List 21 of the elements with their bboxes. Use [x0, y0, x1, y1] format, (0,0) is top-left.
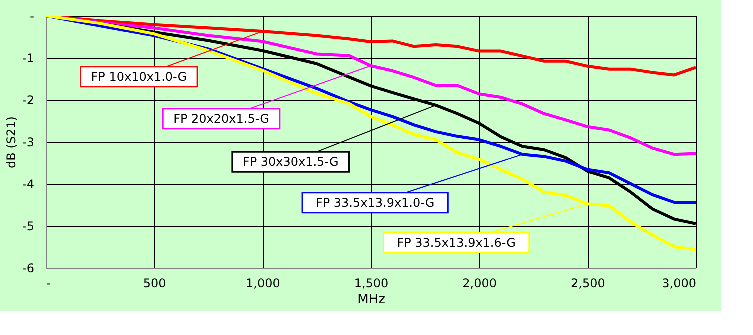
x-tick-label: 2,000: [462, 276, 498, 290]
y-tick-label: -5: [22, 220, 34, 234]
x-tick-label: 3,000: [662, 276, 696, 290]
text: FP 33.5x13.9x1.6-G: [397, 236, 516, 250]
x-tick-label: 1,000: [246, 276, 280, 290]
y-tick-label: -6: [22, 262, 34, 276]
y-tick-label: -: [30, 10, 34, 24]
x-tick-label: -: [46, 276, 51, 290]
x-axis-title: MHz: [358, 292, 386, 308]
text: FP 10x10x1.0-G: [91, 70, 188, 84]
text: FP 33.5x13.9x1.0-G: [316, 196, 435, 210]
x-tick-label: 2,500: [570, 276, 606, 290]
x-tick-label: 1,500: [354, 276, 389, 290]
x-tick-label: 500: [143, 276, 166, 290]
y-tick-label: -2: [22, 94, 34, 108]
text: FP 20x20x1.5-G: [174, 112, 270, 126]
y-tick-label: -1: [22, 52, 34, 66]
y-axis-title: dB (S21): [4, 116, 19, 168]
y-tick-label: -4: [22, 178, 34, 192]
y-tick-label: -3: [22, 136, 34, 150]
text: FP 30x30x1.5-G: [242, 155, 339, 170]
